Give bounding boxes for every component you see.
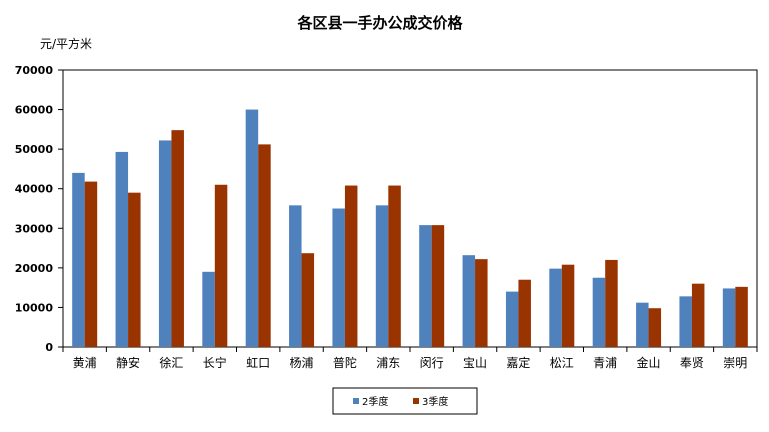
- x-tick-label: 嘉定: [506, 355, 530, 370]
- bar-series1: [245, 109, 259, 347]
- legend-swatch: [353, 398, 359, 404]
- bar-series1: [636, 302, 649, 347]
- x-tick-label: 黄浦: [73, 356, 97, 370]
- bar-series1: [115, 151, 129, 347]
- y-tick-label: 70000: [15, 64, 54, 77]
- legend-label: 3季度: [422, 395, 448, 408]
- bar-series2: [388, 185, 401, 347]
- bar-series2: [561, 264, 575, 347]
- x-tick-label: 松江: [550, 356, 574, 370]
- bar-series2: [691, 283, 705, 347]
- bar-series2: [258, 144, 271, 347]
- legend-swatch: [413, 398, 419, 404]
- y-tick-label: 60000: [15, 104, 54, 117]
- x-tick-label: 金山: [637, 355, 661, 370]
- x-tick-label: 闵行: [420, 355, 444, 370]
- bar-series2: [605, 259, 618, 347]
- bar-series1: [72, 172, 85, 347]
- x-tick-label: 虹口: [246, 356, 270, 370]
- y-tick-label: 40000: [15, 183, 54, 196]
- bar-series1: [592, 277, 606, 347]
- x-tick-label: 崇明: [723, 356, 747, 370]
- bar-series1: [158, 140, 172, 347]
- x-tick-label: 徐汇: [159, 355, 183, 370]
- bar-series2: [518, 279, 531, 347]
- y-tick-label: 20000: [15, 262, 54, 275]
- y-tick-label: 30000: [15, 222, 54, 235]
- bar-series2: [301, 253, 315, 347]
- x-tick-label: 宝山: [463, 356, 487, 370]
- bar-series1: [722, 288, 736, 347]
- x-tick-label: 奉贤: [680, 356, 704, 370]
- x-tick-label: 静安: [116, 355, 140, 370]
- bar-series1: [462, 255, 476, 347]
- legend: 2季度 3季度: [332, 387, 478, 415]
- bar-series1: [202, 271, 215, 347]
- y-tick-label: 50000: [15, 143, 54, 156]
- bar-series2: [431, 225, 445, 347]
- bar-series2: [475, 259, 488, 347]
- x-tick-label: 杨浦: [290, 355, 314, 370]
- bar-series2: [171, 130, 184, 347]
- bar-series2: [648, 308, 662, 347]
- y-tick-label: 10000: [15, 301, 54, 314]
- x-tick-label: 普陀: [333, 355, 357, 370]
- bar-series2: [128, 192, 141, 347]
- bar-series2: [84, 181, 98, 347]
- bar-series2: [344, 185, 358, 347]
- bar-series2: [214, 184, 228, 347]
- plot-area: 0 10000 20000 30000 40000 50000 60000 70000 黄浦 静安…: [15, 64, 758, 370]
- x-tick-label: 浦东: [376, 356, 400, 370]
- legend-label: 2季度: [362, 395, 388, 408]
- y-tick-label: 0: [45, 341, 53, 354]
- x-tick-label: 青浦: [593, 356, 617, 370]
- bar-series1: [549, 268, 562, 347]
- y-axis-unit-label: 元/平方米: [40, 36, 92, 51]
- chart-title: 各区县一手办公成交价格: [296, 14, 463, 32]
- bar-series1: [419, 225, 432, 347]
- bar-series1: [505, 291, 519, 347]
- bar-series1: [375, 205, 389, 347]
- bar-series1: [332, 208, 345, 347]
- bar-series1: [289, 205, 302, 347]
- x-tick-label: 长宁: [203, 355, 227, 370]
- bar-series2: [735, 286, 748, 347]
- bar-series1: [679, 296, 692, 347]
